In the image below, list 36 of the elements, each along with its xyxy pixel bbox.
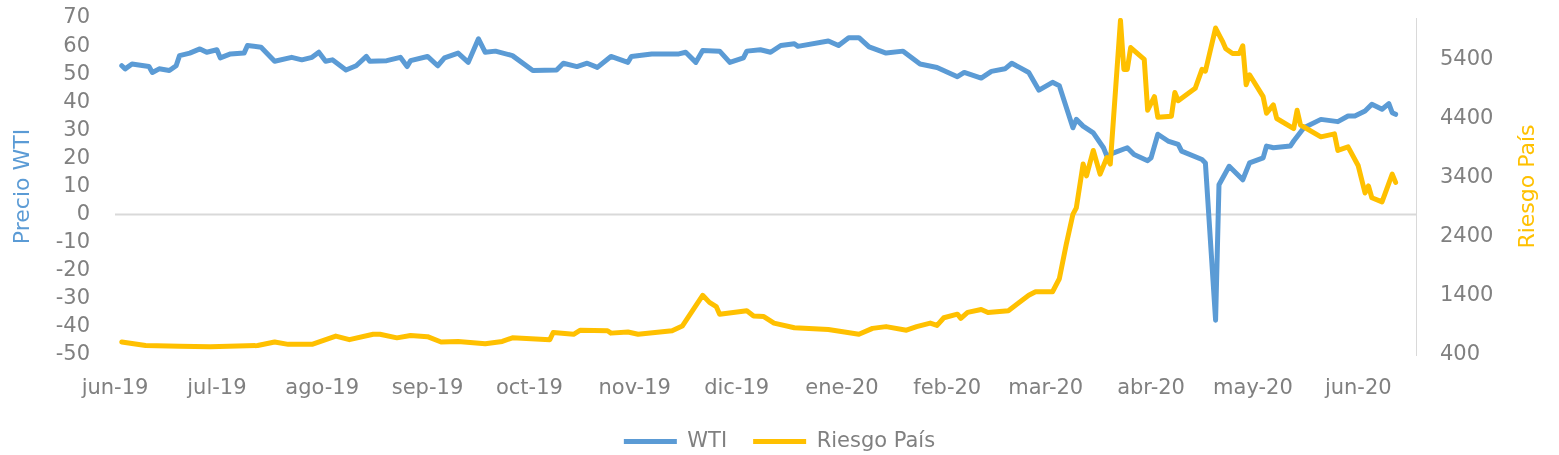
x-tick-label: dic-19	[704, 375, 770, 400]
y-tick-label: 40	[63, 88, 90, 113]
y2-tick-label: 5400	[1440, 45, 1494, 70]
y-tick-label: 50	[63, 60, 90, 85]
y-tick-label: 0	[76, 201, 90, 226]
y2-tick-label: 4400	[1440, 104, 1494, 129]
y-tick-label: 60	[63, 32, 90, 57]
x-tick-label: nov-19	[598, 375, 671, 400]
y2-tick-label: 400	[1440, 341, 1481, 366]
y-tick-label: -50	[55, 341, 90, 366]
y2-tick-label: 3400	[1440, 164, 1494, 189]
y-tick-label: -20	[55, 257, 90, 282]
legend-label: WTI	[687, 427, 728, 452]
y-tick-label: 30	[63, 116, 90, 141]
x-tick-label: sep-19	[391, 375, 464, 400]
legend-label: Riesgo País	[816, 427, 936, 452]
y-tick-label: 10	[63, 172, 90, 197]
x-tick-label: oct-19	[495, 375, 563, 400]
y-tick-label: -40	[55, 313, 90, 338]
x-tick-label: abr-20	[1117, 375, 1185, 400]
y2-tick-label: 1400	[1440, 282, 1494, 307]
x-tick-label: jun-19	[80, 375, 149, 400]
y-tick-label: 20	[63, 144, 90, 169]
x-tick-label: feb-20	[913, 375, 982, 400]
x-tick-label: ene-20	[805, 375, 879, 400]
y-tick-label: -10	[55, 229, 90, 254]
x-tick-label: ago-19	[285, 375, 360, 400]
y-axis-title: Precio WTI	[8, 128, 34, 245]
x-tick-label: jun-20	[1323, 375, 1392, 400]
y2-axis-title: Riesgo País	[1513, 124, 1539, 249]
x-tick-label: may-20	[1213, 375, 1293, 400]
x-tick-label: mar-20	[1008, 375, 1084, 400]
y-tick-label: -30	[55, 285, 90, 310]
y2-tick-label: 2400	[1440, 223, 1494, 248]
x-tick-label: jul-19	[186, 375, 247, 400]
y-tick-label: 70	[63, 4, 90, 29]
